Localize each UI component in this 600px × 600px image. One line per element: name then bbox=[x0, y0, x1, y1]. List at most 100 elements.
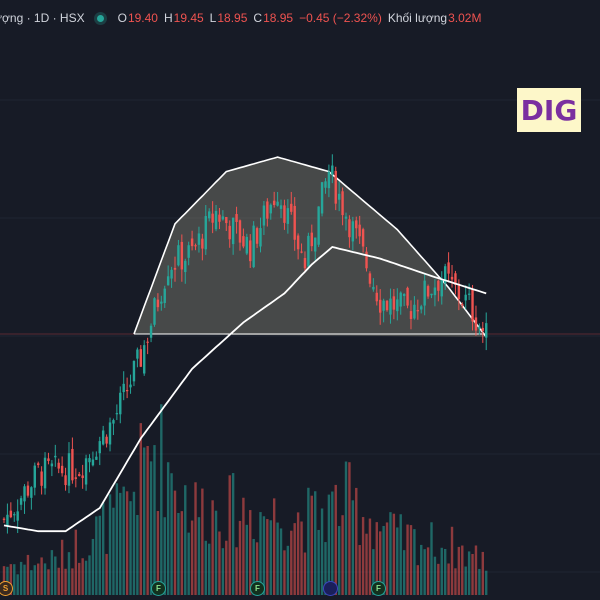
candle-body bbox=[344, 216, 348, 219]
volume-bar bbox=[399, 514, 402, 595]
volume-bar bbox=[60, 539, 64, 595]
volume-bar bbox=[423, 549, 426, 595]
dome-fill bbox=[134, 157, 487, 337]
symbol-label[interactable]: ượng · 1D · HSX bbox=[0, 11, 85, 25]
candle-body bbox=[122, 383, 125, 393]
volume-bar bbox=[307, 487, 310, 595]
candle-body bbox=[481, 327, 484, 331]
candle-body bbox=[115, 413, 119, 415]
candle-body bbox=[146, 341, 149, 343]
candle-body bbox=[112, 420, 115, 424]
candle-body bbox=[13, 514, 16, 516]
candle-body bbox=[385, 300, 389, 311]
candle-body bbox=[88, 458, 91, 463]
volume-bar bbox=[156, 511, 160, 595]
candle-body bbox=[368, 273, 372, 284]
candle-body bbox=[218, 214, 221, 222]
candle-body bbox=[173, 267, 177, 270]
candle-body bbox=[78, 474, 81, 477]
volume-bar bbox=[184, 485, 187, 595]
volume-bar bbox=[2, 566, 6, 595]
candle-body bbox=[139, 349, 142, 367]
event-marker-icon[interactable] bbox=[323, 581, 338, 596]
status-dot-icon bbox=[96, 14, 104, 22]
volume-bar bbox=[485, 570, 488, 595]
volume-bar bbox=[221, 548, 225, 595]
candle-body bbox=[249, 240, 252, 262]
candle-body bbox=[125, 389, 129, 392]
candle-body bbox=[190, 238, 194, 247]
volume-bar bbox=[272, 498, 276, 595]
volume-bar bbox=[23, 564, 26, 595]
volume-bar bbox=[464, 566, 467, 595]
financials-marker-icon[interactable]: F bbox=[371, 581, 386, 596]
candle-body bbox=[447, 262, 450, 274]
volume-bar bbox=[252, 538, 255, 595]
candle-body bbox=[81, 475, 84, 479]
volume-bar bbox=[153, 445, 156, 595]
candle-body bbox=[266, 201, 269, 219]
volume-bar bbox=[430, 522, 433, 595]
candle-body bbox=[40, 471, 43, 486]
candle-body bbox=[50, 463, 54, 467]
candle-body bbox=[30, 487, 33, 498]
volume-label: Khối lượng bbox=[387, 11, 448, 25]
candle-body bbox=[358, 224, 361, 237]
candle-body bbox=[108, 422, 112, 445]
volume-bar bbox=[266, 519, 269, 595]
volume-bar bbox=[409, 525, 413, 595]
rounding-top-shape bbox=[133, 156, 487, 338]
candle-body bbox=[136, 349, 139, 359]
financials-marker-icon[interactable]: F bbox=[250, 581, 265, 596]
volume-bar bbox=[416, 565, 420, 595]
volume-bar bbox=[314, 491, 317, 595]
low-label: L bbox=[209, 11, 217, 25]
volume-bar bbox=[84, 560, 88, 595]
candle-body bbox=[74, 477, 78, 479]
volume-bar bbox=[249, 510, 252, 595]
candle-body bbox=[293, 205, 296, 240]
volume-bar bbox=[33, 565, 36, 595]
split-marker-icon[interactable]: S bbox=[0, 581, 13, 596]
candle-body bbox=[170, 269, 173, 279]
candle-body bbox=[166, 276, 170, 286]
candle-body bbox=[71, 448, 74, 481]
volume-bar bbox=[57, 567, 60, 595]
volume-bar bbox=[461, 545, 464, 595]
volume-bar bbox=[437, 563, 440, 595]
volume-bar bbox=[146, 445, 149, 595]
volume-bar bbox=[259, 512, 262, 595]
volume-bar bbox=[365, 533, 368, 595]
volume-bar bbox=[40, 557, 43, 595]
candle-body bbox=[485, 323, 488, 338]
volume-bar bbox=[64, 568, 67, 595]
candle-body bbox=[194, 245, 197, 247]
candle-body bbox=[331, 165, 334, 175]
candle-body bbox=[396, 299, 399, 312]
volume-bar bbox=[37, 563, 40, 595]
candle-body bbox=[245, 236, 249, 254]
candle-body bbox=[310, 232, 313, 247]
volume-bar bbox=[95, 516, 98, 595]
volume-bar bbox=[392, 513, 396, 595]
financials-marker-icon[interactable]: F bbox=[151, 581, 166, 596]
volume-bar bbox=[454, 568, 457, 595]
candle-body bbox=[420, 306, 423, 310]
candle-body bbox=[6, 514, 9, 527]
volume-bar bbox=[9, 564, 13, 595]
volume-bar bbox=[214, 510, 218, 595]
volume-bar bbox=[300, 521, 303, 595]
volume-bar bbox=[98, 515, 101, 595]
volume-bar bbox=[190, 520, 194, 595]
volume-bar bbox=[426, 547, 430, 595]
volume-bar bbox=[331, 491, 334, 595]
legend-bar: ượng · 1D · HSX O 19.40 H 19.45 L 18.95 C 18… bbox=[0, 8, 487, 28]
candle-body bbox=[163, 288, 166, 303]
candle-body bbox=[433, 287, 437, 296]
candle-body bbox=[276, 201, 279, 206]
volume-bars bbox=[2, 404, 488, 595]
volume-bar bbox=[290, 530, 293, 595]
low-value: 18.95 bbox=[217, 11, 248, 25]
